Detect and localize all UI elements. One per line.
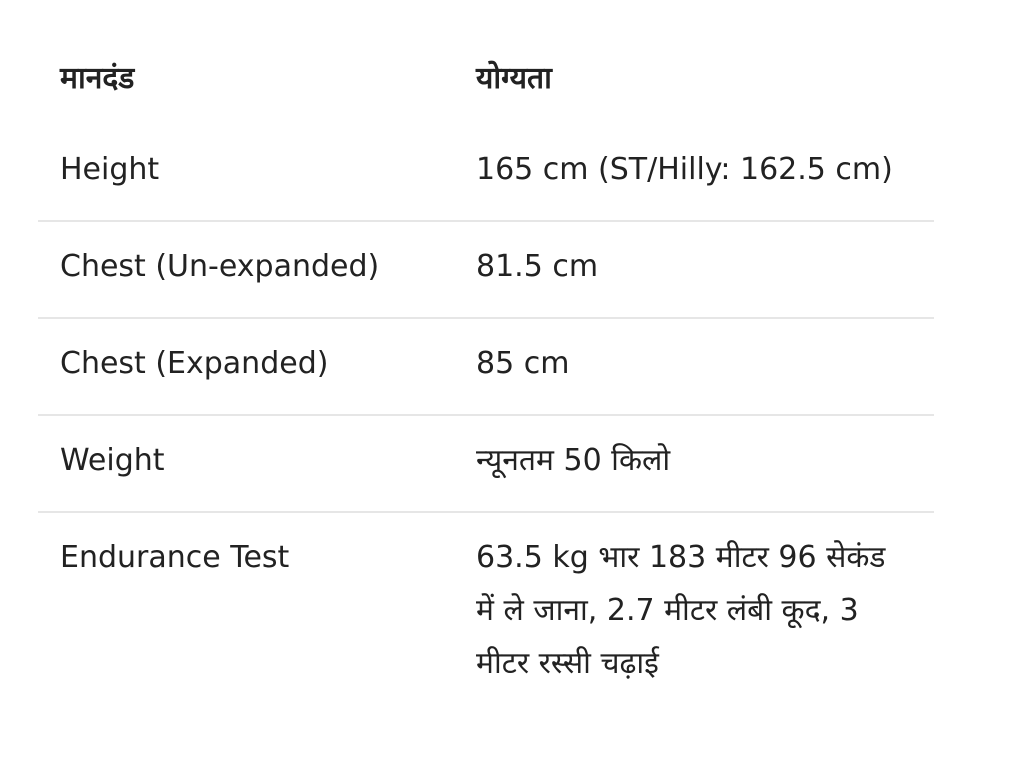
criterion-cell: Weight (60, 443, 165, 478)
eligibility-cell: 165 cm (ST/Hilly: 162.5 cm) (476, 152, 893, 187)
eligibility-cell: 85 cm (476, 346, 570, 381)
criterion-cell: Endurance Test (60, 540, 290, 575)
eligibility-cell: न्यूनतम 50 किलो (476, 443, 671, 478)
header-eligibility: योग्यता (476, 61, 552, 96)
table-row: Endurance Test 63.5 kg भार 183 मीटर 96 स… (38, 512, 934, 714)
eligibility-cell: 81.5 cm (476, 249, 599, 284)
criterion-cell: Chest (Un-expanded) (60, 249, 380, 284)
eligibility-table: मानदंड योग्यता Height 165 cm (ST/Hilly: … (38, 38, 934, 714)
table-row: Chest (Un-expanded) 81.5 cm (38, 221, 934, 318)
table-header-row: मानदंड योग्यता (38, 38, 934, 125)
header-criterion: मानदंड (60, 61, 135, 96)
table-row: Chest (Expanded) 85 cm (38, 318, 934, 415)
criterion-cell: Chest (Expanded) (60, 346, 329, 381)
criterion-cell: Height (60, 152, 160, 187)
table-row: Weight न्यूनतम 50 किलो (38, 415, 934, 512)
table-row: Height 165 cm (ST/Hilly: 162.5 cm) (38, 125, 934, 221)
eligibility-cell: 63.5 kg भार 183 मीटर 96 सेकंड में ले जान… (476, 540, 886, 681)
